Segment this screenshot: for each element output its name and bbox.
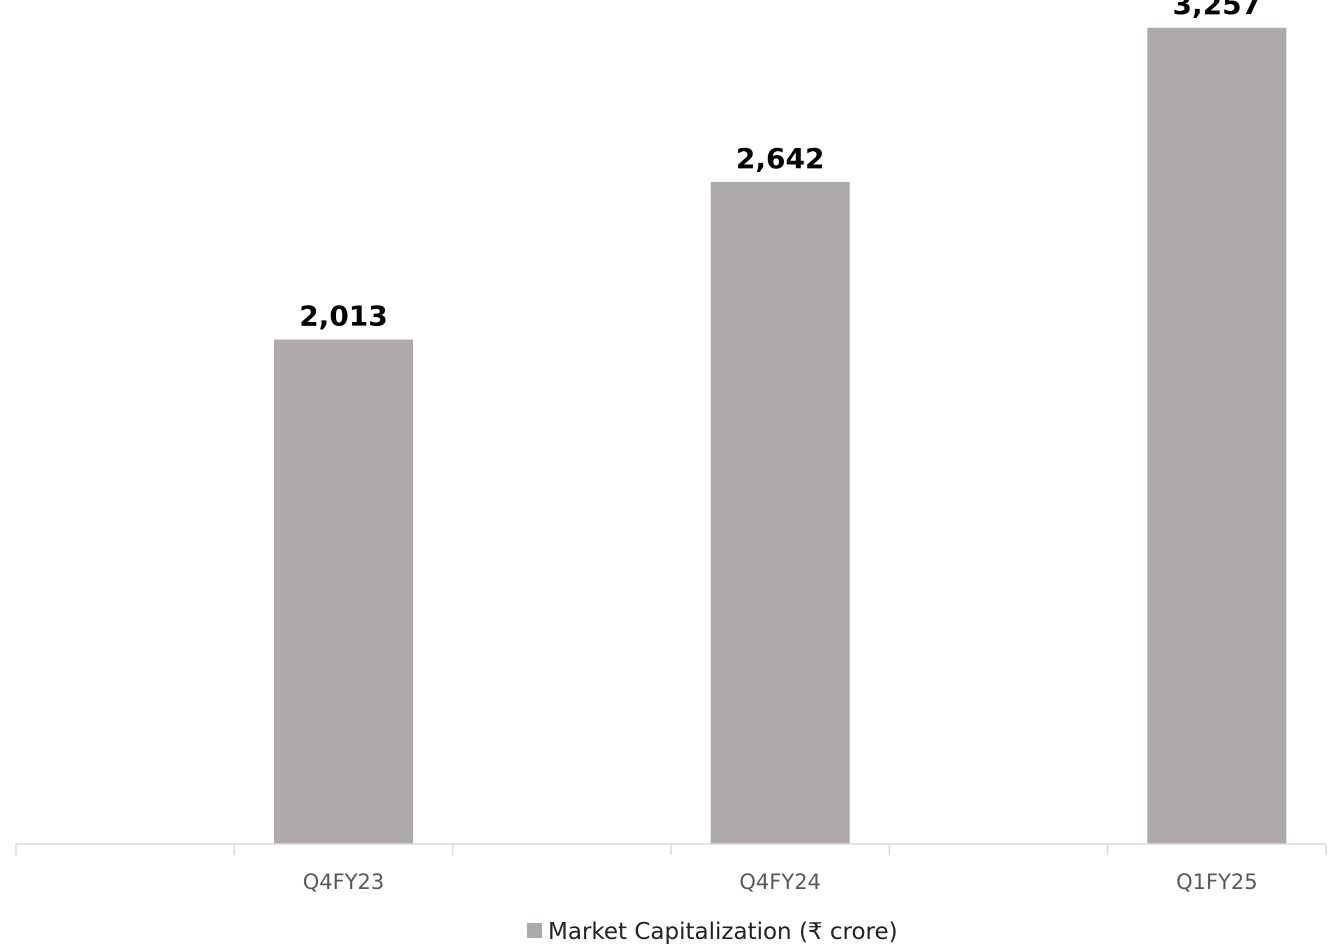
data-label-q4fy24: 2,642	[736, 142, 825, 175]
data-label-q1fy25: 3,257	[1173, 0, 1262, 21]
value-labels-group: 2,013 2,642 3,257	[299, 0, 1261, 333]
x-tick-labels-group: Q4FY23 Q4FY24 Q1FY25	[303, 870, 1258, 894]
x-tick-label-q4fy23: Q4FY23	[303, 870, 385, 894]
x-tick-label-q4fy24: Q4FY24	[739, 870, 821, 894]
bar-q4fy23	[274, 339, 413, 844]
x-ticks-group	[15, 844, 1327, 855]
bars-group	[274, 27, 1287, 844]
bar-q4fy24	[710, 181, 850, 844]
legend-label: Market Capitalization (₹ crore)	[548, 919, 898, 945]
x-tick-label-q1fy25: Q1FY25	[1176, 870, 1258, 894]
bar-q1fy25	[1147, 27, 1287, 844]
legend-swatch	[527, 923, 542, 938]
legend: Market Capitalization (₹ crore)	[527, 919, 898, 945]
data-label-q4fy23: 2,013	[299, 300, 388, 333]
